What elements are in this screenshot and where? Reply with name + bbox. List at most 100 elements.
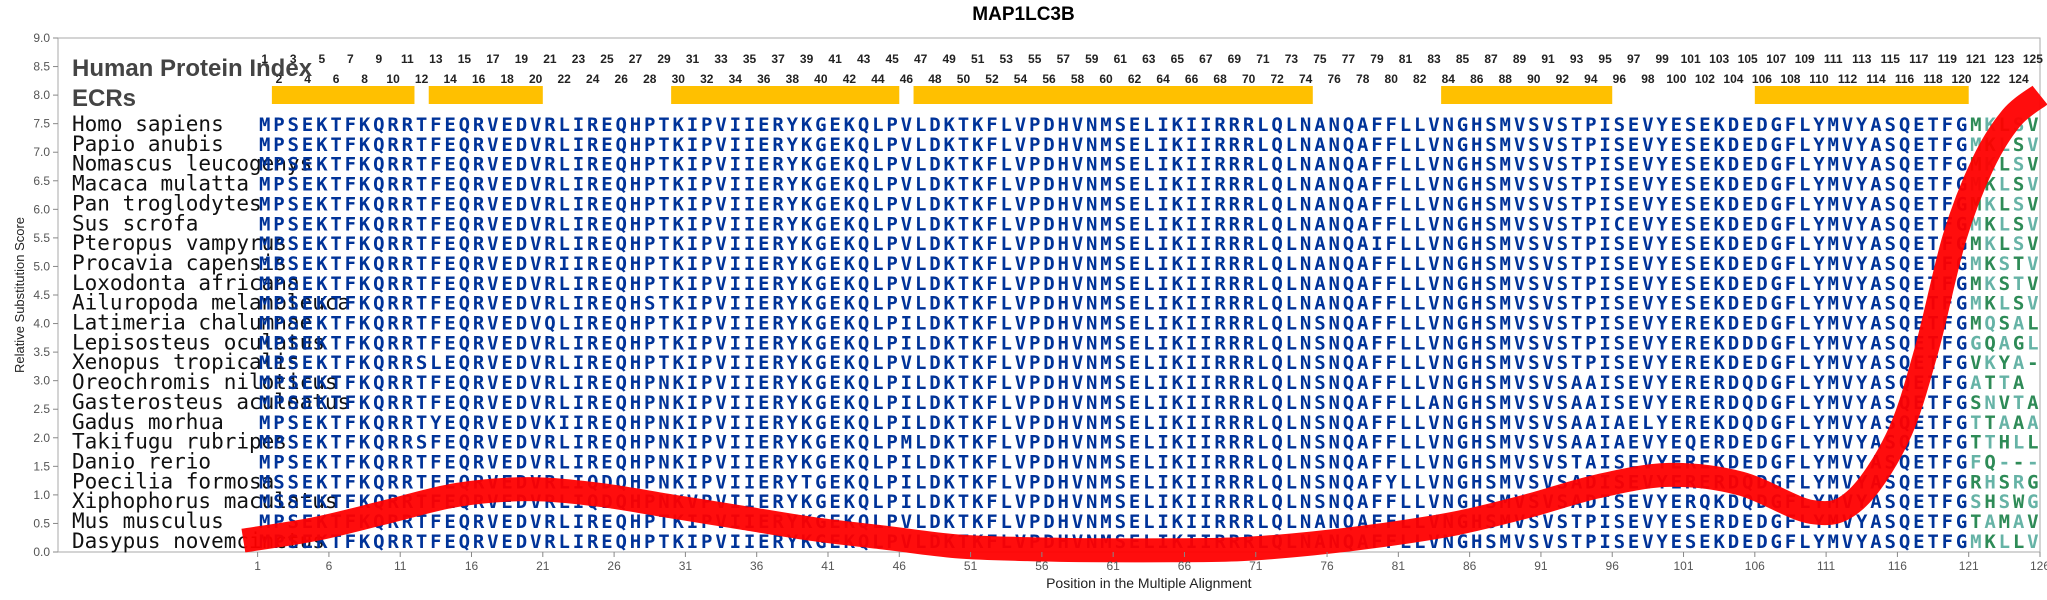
index-number: 99 [1655,52,1669,66]
species-name: Nomascus leucogenys [72,152,312,176]
index-number: 2 [276,72,283,86]
index-number: 93 [1570,52,1584,66]
x-tick-label: 81 [1392,559,1406,573]
x-tick-label: 106 [1745,559,1765,573]
species-name: Pan troglodytes [72,191,262,215]
x-tick-label: 16 [465,559,479,573]
index-number: 17 [486,52,500,66]
species-name: Loxodonta africana [72,271,300,295]
index-number: 75 [1313,52,1327,66]
species-name: Papio anubis [72,132,224,156]
ecr-bar [271,86,415,104]
index-number: 112 [1838,72,1858,86]
index-number: 33 [714,52,728,66]
index-number: 121 [1966,52,1986,66]
x-tick-label: 116 [1888,559,1907,573]
y-tick-label: 5.5 [33,231,50,245]
ecr-bar [671,86,900,104]
x-axis-label: Position in the Multiple Alignment [1046,575,1252,591]
index-number: 100 [1666,72,1686,86]
index-number: 11 [401,52,414,66]
index-number: 55 [1028,52,1042,66]
y-tick-label: 7.5 [33,117,50,131]
x-tick-label: 26 [607,559,621,573]
index-number: 57 [1057,52,1071,66]
index-number: 104 [1723,72,1743,86]
index-number: 25 [600,52,614,66]
index-number: 86 [1470,72,1484,86]
index-number: 79 [1370,52,1384,66]
x-tick-label: 91 [1534,559,1548,573]
index-number: 20 [529,72,543,86]
index-number: 110 [1809,72,1829,86]
index-number: 34 [729,72,743,86]
species-name: Oreochromis niloticus [72,370,338,394]
index-number: 117 [1909,52,1929,66]
index-number: 46 [900,72,914,86]
index-number: 85 [1456,52,1470,66]
index-number: 42 [843,72,857,86]
index-number: 88 [1499,72,1513,86]
index-number: 78 [1356,72,1370,86]
species-name: Gasterosteus aculeatus [72,390,350,414]
species-name: Sus scrofa [72,211,198,235]
substitution-score-line [241,85,2047,563]
x-tick-label: 46 [893,559,907,573]
species-name: Macaca mulatta [72,172,249,196]
index-number: 50 [957,72,971,86]
index-number: 39 [800,52,814,66]
index-number: 120 [1952,72,1972,86]
x-tick-label: 61 [1106,559,1120,573]
index-number: 22 [558,72,572,86]
x-tick-label: 101 [1674,559,1694,573]
index-number: 60 [1099,72,1113,86]
y-tick-label: 6.5 [33,174,50,188]
index-number: 111 [1824,52,1843,66]
index-number: 48 [928,72,942,86]
y-tick-label: 4.0 [33,317,50,331]
index-number: 103 [1709,52,1729,66]
y-tick-label: 0.5 [33,516,50,530]
y-tick-label: 3.0 [33,374,50,388]
index-number: 114 [1866,72,1886,86]
index-number: 37 [771,52,785,66]
index-number: 29 [657,52,671,66]
index-number: 54 [1014,72,1028,86]
index-number: 73 [1285,52,1299,66]
index-number: 36 [757,72,771,86]
index-number: 66 [1185,72,1199,86]
chart-title: MAP1LC3B [972,4,1075,25]
index-number: 13 [429,52,443,66]
index-number: 10 [386,72,400,86]
index-number: 62 [1128,72,1142,86]
x-tick-label: 51 [964,559,978,573]
index-number: 14 [443,72,457,86]
index-number: 38 [786,72,800,86]
species-name: Poecilia formosa [72,469,274,493]
index-number: 95 [1598,52,1612,66]
index-number: 105 [1738,52,1758,66]
species-name: Mus musculus [72,509,224,533]
index-number: 83 [1427,52,1441,66]
index-number: 113 [1852,52,1872,66]
x-tick-label: 11 [394,559,407,573]
x-tick-label: 86 [1463,559,1477,573]
y-axis-label: Relative Substitution Score [12,217,27,373]
index-number: 106 [1752,72,1772,86]
index-number: 15 [458,52,472,66]
y-tick-label: 8.5 [33,60,50,74]
